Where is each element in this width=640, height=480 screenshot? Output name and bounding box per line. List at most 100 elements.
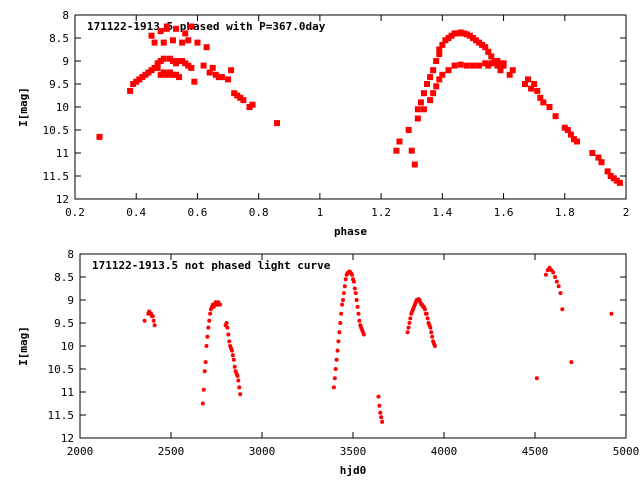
data-point bbox=[543, 272, 548, 277]
data-point bbox=[194, 39, 201, 46]
data-point bbox=[163, 25, 170, 32]
data-point bbox=[343, 277, 348, 282]
data-point bbox=[451, 62, 458, 69]
data-point bbox=[377, 403, 382, 408]
x-tick-label: 3500 bbox=[340, 445, 367, 458]
data-point bbox=[439, 71, 446, 78]
y-tick-label: 11 bbox=[56, 147, 69, 160]
data-point bbox=[130, 81, 137, 87]
data-point bbox=[380, 419, 385, 424]
y-tick-label: 8 bbox=[62, 9, 69, 22]
data-point bbox=[553, 275, 558, 279]
data-point bbox=[157, 28, 164, 35]
data-point bbox=[337, 330, 342, 335]
data-point bbox=[339, 311, 344, 316]
y-tick-label: 9 bbox=[62, 55, 69, 68]
x-tick-label: 1.2 bbox=[371, 206, 391, 219]
y-tick-label: 11 bbox=[61, 386, 74, 399]
data-point bbox=[445, 35, 452, 41]
data-point bbox=[173, 71, 180, 78]
data-point bbox=[152, 323, 157, 328]
data-point bbox=[405, 127, 412, 133]
data-point bbox=[225, 76, 232, 83]
data-point bbox=[506, 71, 513, 78]
data-point bbox=[142, 318, 147, 323]
plot-frame bbox=[74, 14, 627, 200]
data-point bbox=[224, 321, 229, 325]
data-point bbox=[469, 35, 476, 41]
unphased-light-curve-panel: 2000 2500 3000 3500 4000 4500 5000 8 8.5 9 9.5 10 10… bbox=[17, 248, 639, 477]
data-point bbox=[154, 64, 161, 71]
y-tick-label: 9.5 bbox=[49, 78, 69, 91]
x-axis-title: phase bbox=[334, 225, 367, 238]
data-point bbox=[166, 55, 173, 62]
data-point bbox=[232, 364, 237, 369]
data-point bbox=[433, 83, 440, 90]
data-point bbox=[479, 41, 486, 48]
data-point bbox=[561, 124, 568, 131]
x-tick-label: 2000 bbox=[67, 445, 94, 458]
data-point bbox=[442, 37, 449, 44]
data-point bbox=[236, 378, 241, 383]
data-point bbox=[160, 39, 167, 46]
data-point bbox=[225, 325, 230, 330]
data-point bbox=[454, 30, 461, 37]
data-point bbox=[351, 279, 356, 284]
y-tick-label: 10 bbox=[61, 340, 74, 353]
y-axis-title: I[mag] bbox=[17, 87, 30, 127]
data-point bbox=[429, 330, 434, 335]
y-tick-label: 9.5 bbox=[54, 317, 74, 330]
data-point bbox=[405, 330, 410, 335]
data-point bbox=[188, 64, 195, 71]
data-point bbox=[595, 154, 602, 161]
data-point bbox=[228, 67, 235, 74]
data-point bbox=[417, 99, 424, 106]
data-point bbox=[240, 97, 247, 104]
data-point bbox=[139, 74, 146, 81]
data-point bbox=[176, 74, 183, 81]
data-point bbox=[202, 369, 207, 374]
data-point bbox=[340, 298, 345, 302]
data-point bbox=[546, 104, 553, 110]
data-point bbox=[127, 87, 134, 94]
data-point bbox=[482, 44, 489, 51]
data-point bbox=[173, 25, 180, 32]
data-point bbox=[230, 353, 235, 358]
data-point bbox=[145, 69, 152, 76]
data-point bbox=[439, 41, 446, 48]
data-point bbox=[613, 177, 620, 184]
data-point bbox=[332, 376, 337, 381]
x-tick-label: 1.4 bbox=[432, 206, 452, 219]
data-point bbox=[393, 147, 400, 154]
data-point bbox=[179, 58, 186, 64]
data-point bbox=[460, 30, 467, 37]
data-point bbox=[203, 360, 208, 365]
data-point bbox=[206, 69, 213, 76]
data-point bbox=[497, 67, 504, 74]
data-point bbox=[427, 74, 434, 81]
data-point bbox=[185, 37, 192, 44]
data-point bbox=[231, 90, 238, 97]
data-point bbox=[436, 76, 443, 83]
data-point bbox=[411, 161, 418, 168]
data-point bbox=[528, 85, 535, 92]
y-axis-title: I[mag] bbox=[17, 326, 30, 366]
y-tick-label: 10.5 bbox=[48, 363, 75, 376]
data-point bbox=[424, 81, 431, 87]
data-point bbox=[237, 385, 242, 390]
data-point bbox=[540, 99, 547, 106]
data-point bbox=[234, 92, 241, 99]
data-point bbox=[96, 133, 103, 140]
data-point bbox=[246, 104, 253, 110]
data-point bbox=[334, 357, 339, 362]
data-point bbox=[521, 81, 528, 87]
data-point bbox=[201, 387, 206, 392]
data-point bbox=[556, 284, 561, 289]
data-point bbox=[151, 64, 158, 71]
data-point bbox=[148, 32, 155, 39]
data-point bbox=[604, 168, 611, 175]
data-point bbox=[176, 58, 183, 64]
phased-light-curve-panel: 0.2 0.4 0.6 0.8 1 1.2 1.4 1.6 1.8 2 8 8.5 9 9.5 10 10.5… bbox=[17, 9, 629, 238]
data-point bbox=[408, 147, 415, 154]
y-tick-label: 11.5 bbox=[48, 409, 75, 422]
